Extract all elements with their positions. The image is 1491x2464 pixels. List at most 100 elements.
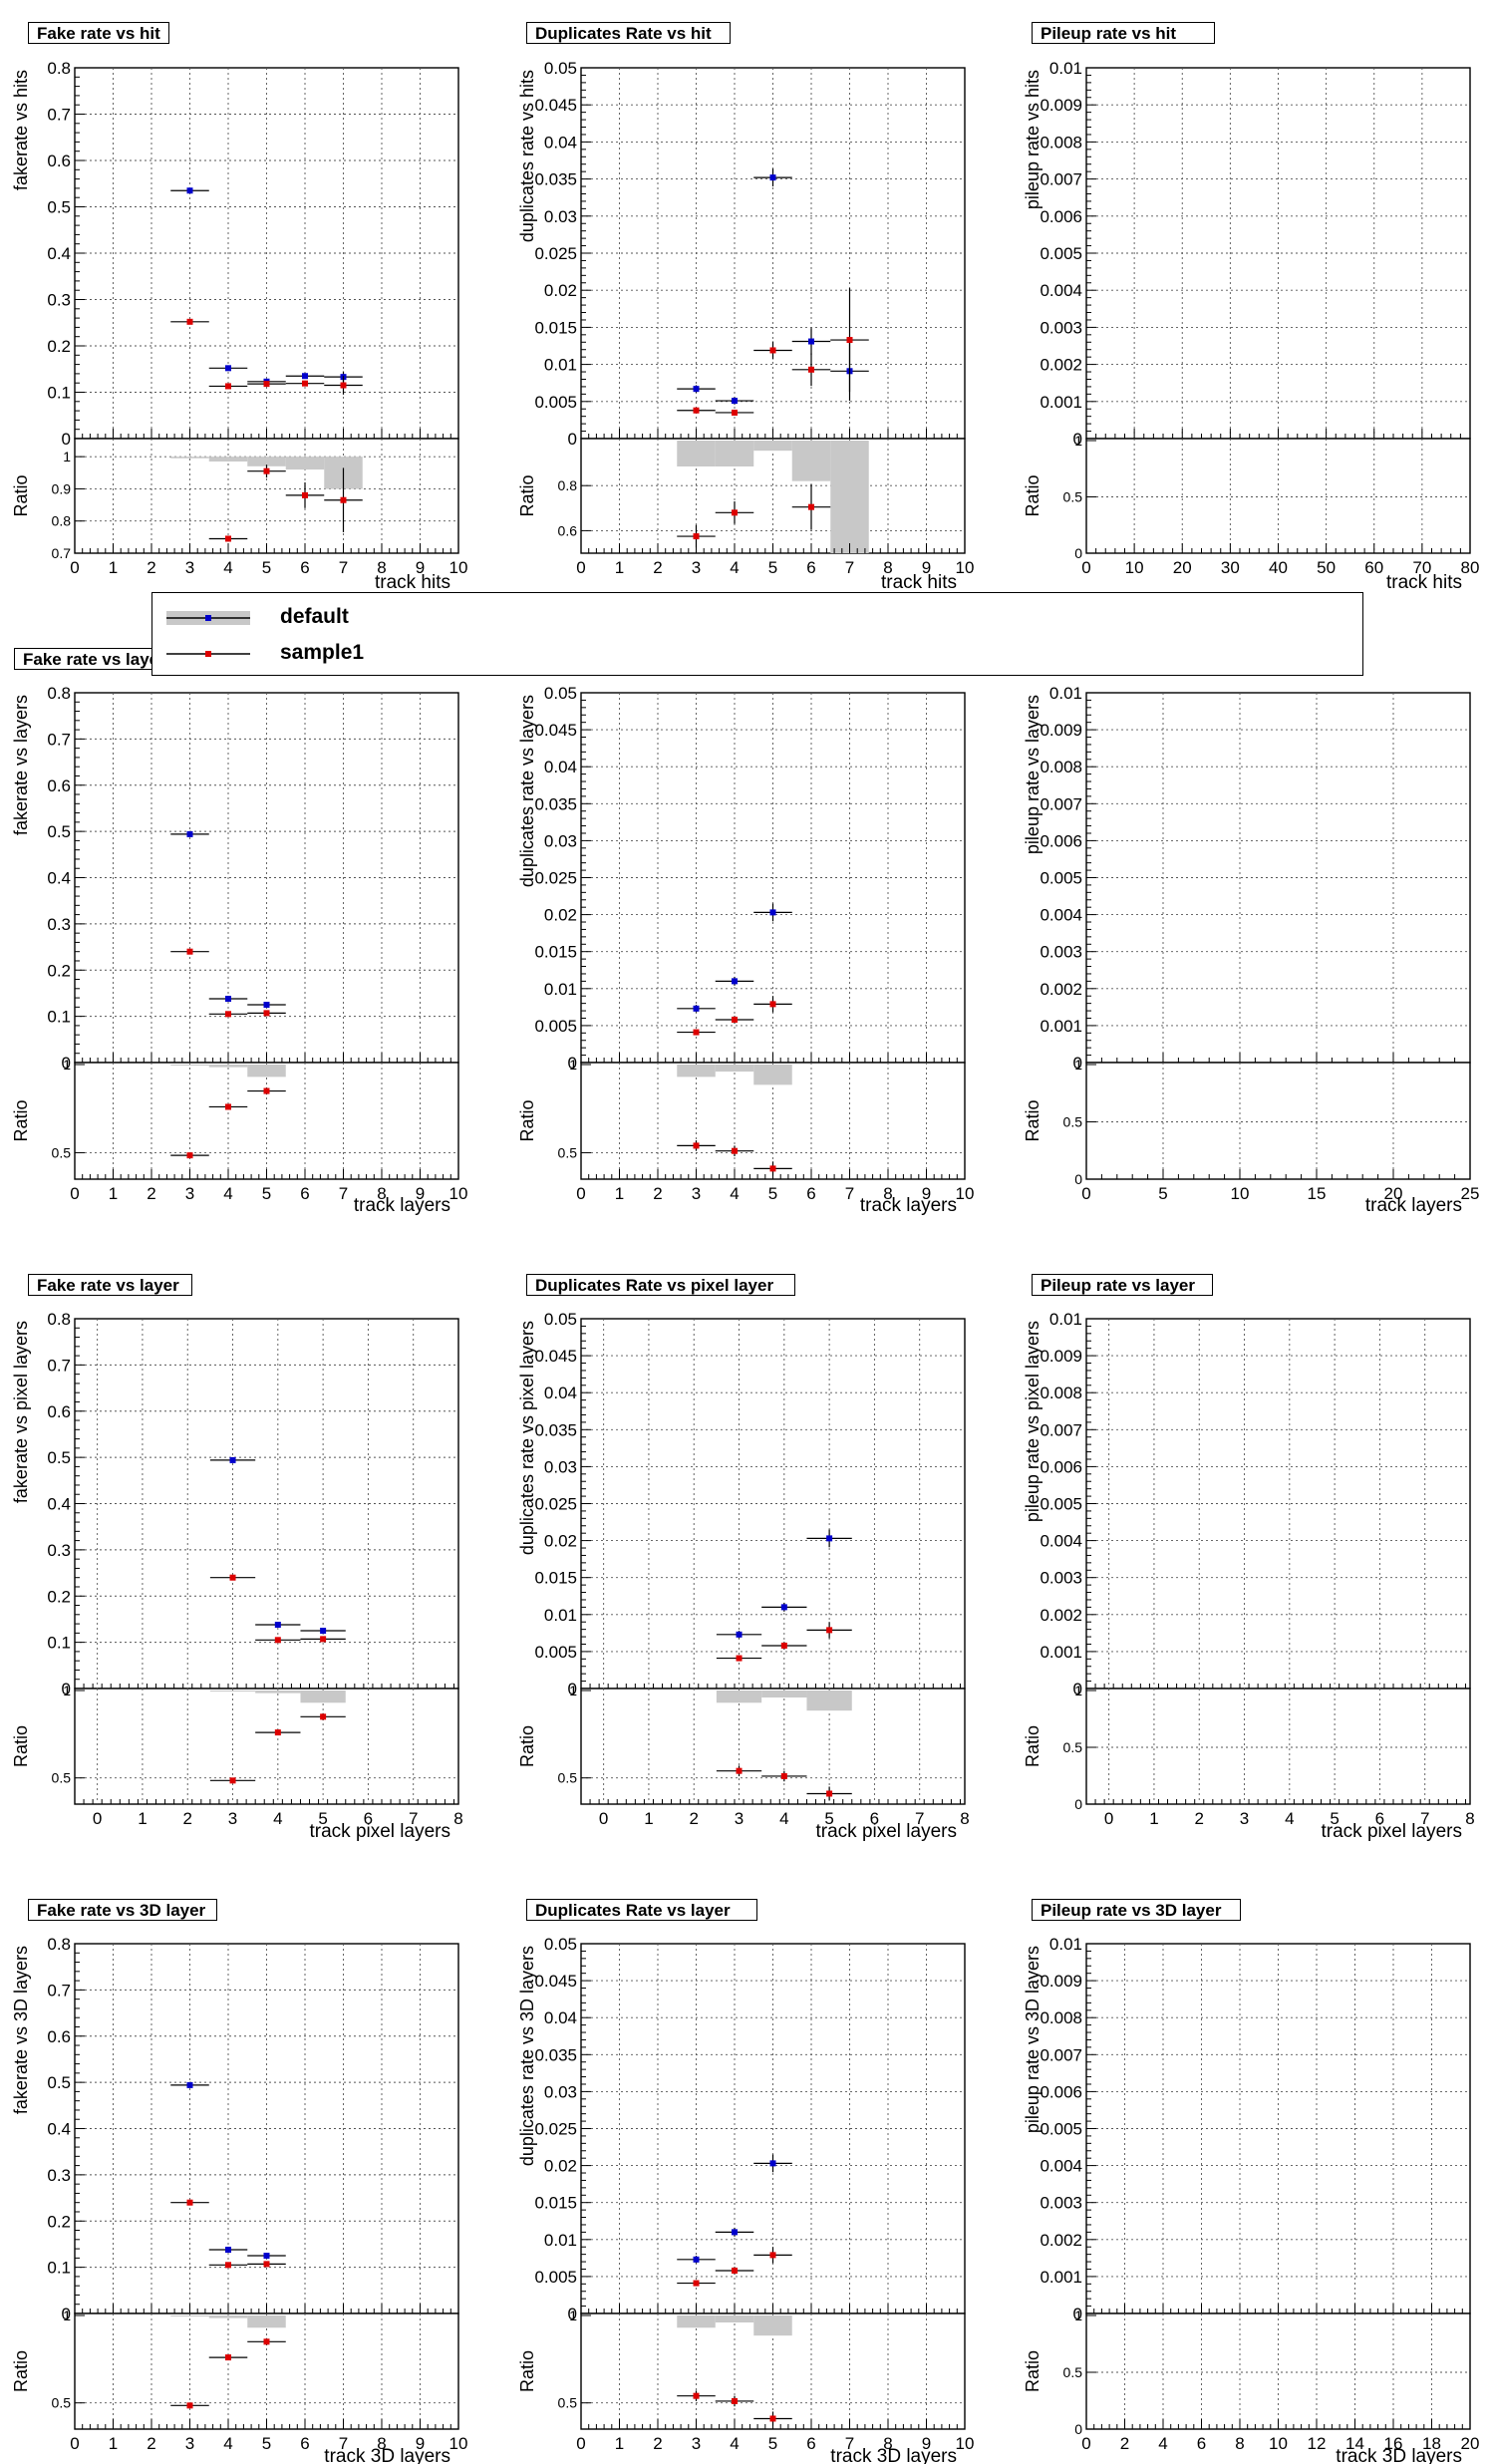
x-tick-label: 3 — [692, 558, 701, 577]
y-tick-label: 0.01 — [1049, 1310, 1082, 1329]
y-tick-label: 0.001 — [1040, 1643, 1082, 1662]
x-axis-label: track pixel layers — [310, 1821, 451, 1842]
point-default — [769, 174, 776, 181]
y-tick-label: 0.6 — [47, 1402, 71, 1421]
y-tick-label: 0.1 — [47, 2259, 71, 2278]
ratio-points — [677, 2390, 792, 2426]
x-tick-label: 0 — [576, 2434, 585, 2453]
panel-title: Duplicates Rate vs layer — [526, 1899, 757, 1921]
y-tick-label: 0.008 — [1040, 2008, 1082, 2027]
main-frame — [1085, 1318, 1471, 1690]
panel-12: 0 2 4 6 8 10 12 14 16 18 2000.0010.0020.0030.0040.… — [1023, 1935, 1479, 2464]
x-tick-label: 2 — [653, 2434, 662, 2453]
ratio-point — [263, 1087, 270, 1094]
x-tick-label: 7 — [915, 1809, 924, 1828]
x-tick-label: 4 — [730, 2434, 739, 2453]
y-tick-label: 0.006 — [1040, 831, 1082, 850]
ratio-point — [736, 1767, 743, 1774]
ratio-point — [693, 2392, 700, 2399]
y-tick-label: 0 — [568, 1054, 577, 1073]
main-points — [170, 187, 363, 395]
point-sample1 — [320, 1636, 327, 1643]
y-tick-label: 0.005 — [534, 1017, 577, 1036]
y-axis-label: pileup rate vs layers — [1023, 695, 1043, 854]
y-axis-label: duplicates rate vs pixel layers — [517, 1321, 537, 1555]
y-tick-label: 0.015 — [534, 2194, 577, 2213]
y-tick-label: 0.009 — [1040, 96, 1082, 115]
x-tick-label: 5 — [318, 1809, 327, 1828]
band-bin — [247, 1065, 286, 1078]
y-tick-label: 0.4 — [47, 1495, 71, 1514]
main-points — [677, 903, 792, 1036]
x-tick-label: 5 — [768, 1184, 777, 1203]
band-bin — [716, 1691, 762, 1703]
ratio-y-tick-label: 0.5 — [1063, 1114, 1083, 1130]
ratio-frame — [1085, 438, 1471, 554]
x-tick-label: 5 — [1158, 1184, 1167, 1203]
ratio-frame — [1085, 1688, 1471, 1805]
band-bin — [677, 441, 716, 466]
x-tick-label: 10 — [1125, 558, 1144, 577]
band-bin — [753, 2315, 792, 2336]
y-tick-label: 0.8 — [47, 684, 71, 703]
point-default — [693, 386, 700, 393]
point-sample1 — [769, 1001, 776, 1008]
x-tick-label: 0 — [70, 2434, 79, 2453]
main-frame — [74, 1318, 459, 1690]
y-tick-label: 0.05 — [544, 59, 577, 78]
point-sample1 — [225, 383, 231, 390]
point-sample1 — [846, 337, 853, 344]
point-default — [769, 2160, 776, 2167]
ratio-point — [186, 1152, 193, 1159]
y-tick-label: 0.01 — [544, 2231, 577, 2250]
x-tick-label: 5 — [262, 558, 271, 577]
ratio-point — [693, 533, 700, 540]
x-tick-label: 7 — [339, 1184, 348, 1203]
x-tick-label: 6 — [806, 558, 815, 577]
ratio-points — [677, 484, 831, 548]
band-bin — [247, 457, 286, 466]
point-sample1 — [769, 347, 776, 354]
ratio-y-tick-label: 1 — [1074, 1057, 1082, 1073]
y-axis-label: duplicates rate vs hits — [517, 70, 537, 242]
x-tick-label: 7 — [409, 1809, 418, 1828]
x-tick-label: 4 — [730, 558, 739, 577]
point-sample1 — [693, 1029, 700, 1036]
point-sample1 — [732, 409, 738, 416]
x-tick-label: 4 — [273, 1809, 282, 1828]
x-tick-label: 2 — [690, 1809, 699, 1828]
x-tick-label: 4 — [779, 1809, 788, 1828]
x-tick-label: 6 — [364, 1809, 373, 1828]
panel-9: 0 1 2 3 4 5 6 7 800.0010.0020.0030.0040.0050.006… — [1023, 1310, 1475, 1842]
x-tick-label: 10 — [956, 1184, 975, 1203]
x-tick-label: 7 — [339, 2434, 348, 2453]
ratio-y-tick-label: 1 — [63, 1057, 71, 1073]
ratio-point — [229, 1777, 236, 1784]
y-tick-label: 0.005 — [1040, 869, 1082, 888]
main-points — [170, 830, 286, 1018]
y-tick-label: 0.03 — [544, 2082, 577, 2101]
point-sample1 — [186, 318, 193, 325]
point-default — [732, 978, 738, 985]
x-tick-label: 0 — [599, 1809, 608, 1828]
x-tick-label: 3 — [1240, 1809, 1249, 1828]
y-tick-label: 0.003 — [1040, 1569, 1082, 1588]
ratio-y-label: Ratio — [517, 474, 537, 516]
ratio-y-tick-label: 0 — [1074, 1171, 1082, 1187]
y-tick-label: 0.04 — [544, 2008, 577, 2027]
y-tick-label: 0.3 — [47, 915, 71, 934]
legend-label-default: default — [280, 605, 349, 628]
ratio-frame — [580, 438, 966, 554]
ratio-y-label: Ratio — [1023, 2350, 1043, 2392]
legend-label-sample1: sample1 — [280, 641, 365, 664]
x-tick-label: 9 — [922, 558, 931, 577]
x-tick-label: 0 — [1104, 1809, 1113, 1828]
y-tick-label: 0.8 — [47, 1310, 71, 1329]
y-tick-label: 0.045 — [534, 1347, 577, 1366]
band-bin — [208, 2315, 248, 2318]
x-tick-label: 5 — [768, 558, 777, 577]
y-tick-label: 0.002 — [1040, 356, 1082, 375]
y-tick-label: 0.7 — [47, 106, 71, 125]
x-tick-label: 3 — [692, 2434, 701, 2453]
y-tick-label: 0.008 — [1040, 758, 1082, 776]
